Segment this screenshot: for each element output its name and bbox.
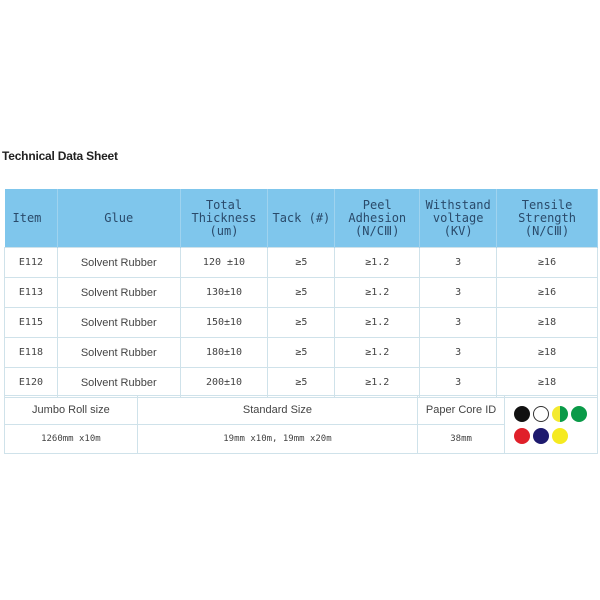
table-row: E120 Solvent Rubber 200±10 ≥5 ≥1.2 3 ≥18 xyxy=(4,367,598,398)
cell-tack: ≥5 xyxy=(267,367,336,398)
cell-voltage: 3 xyxy=(419,247,498,278)
jumbo-roll-label: Jumbo Roll size xyxy=(4,395,138,425)
table-row: E115 Solvent Rubber 150±10 ≥5 ≥1.2 3 ≥18 xyxy=(4,307,598,338)
size-value-row: 1260mm x10m 19mm x10m, 19mm x20m 38mm xyxy=(4,424,598,454)
table-row: E113 Solvent Rubber 130±10 ≥5 ≥1.2 3 ≥16 xyxy=(4,277,598,308)
paper-core-value: 38mm xyxy=(417,424,506,454)
cell-thickness: 180±10 xyxy=(179,337,269,368)
page-title: Technical Data Sheet xyxy=(2,149,118,163)
cell-glue: Solvent Rubber xyxy=(56,307,181,338)
size-header-row: Jumbo Roll size Standard Size Paper Core… xyxy=(4,395,598,454)
color-dot-yellow xyxy=(552,427,569,444)
cell-tensile: ≥18 xyxy=(496,307,598,338)
header-tack: Tack (#) xyxy=(267,189,336,248)
cell-peel: ≥1.2 xyxy=(334,277,421,308)
standard-size-value: 19mm x10m, 19mm x20m xyxy=(136,424,419,454)
color-dot-red xyxy=(514,427,531,444)
color-dot-navy xyxy=(533,427,550,444)
paper-core-label: Paper Core ID xyxy=(417,395,506,425)
table-row: E118 Solvent Rubber 180±10 ≥5 ≥1.2 3 ≥18 xyxy=(4,337,598,368)
cell-peel: ≥1.2 xyxy=(334,367,421,398)
cell-tensile: ≥18 xyxy=(496,337,598,368)
table-row: E112 Solvent Rubber 120 ±10 ≥5 ≥1.2 3 ≥16 xyxy=(4,247,598,278)
color-dot-black xyxy=(514,405,531,422)
cell-tack: ≥5 xyxy=(267,337,336,368)
header-peel: Peel Adhesion (N/CⅢ) xyxy=(334,189,421,248)
cell-item: E115 xyxy=(4,307,58,338)
cell-thickness: 200±10 xyxy=(179,367,269,398)
cell-glue: Solvent Rubber xyxy=(56,247,181,278)
cell-voltage: 3 xyxy=(419,277,498,308)
cell-peel: ≥1.2 xyxy=(334,337,421,368)
core-colors xyxy=(504,395,598,454)
header-voltage: Withstand voltage (KV) xyxy=(419,189,498,248)
cell-peel: ≥1.2 xyxy=(334,307,421,338)
cell-glue: Solvent Rubber xyxy=(56,367,181,398)
cell-tensile: ≥18 xyxy=(496,367,598,398)
technical-data-table: Item Glue Total Thickness (um) Tack (#) … xyxy=(4,189,598,398)
cell-item: E113 xyxy=(4,277,58,308)
cell-tensile: ≥16 xyxy=(496,277,598,308)
standard-size-label: Standard Size xyxy=(136,395,419,425)
header-row: Item Glue Total Thickness (um) Tack (#) … xyxy=(4,189,598,248)
header-glue: Glue xyxy=(57,189,181,248)
cell-item: E120 xyxy=(4,367,58,398)
cell-item: E112 xyxy=(4,247,58,278)
color-dot-white xyxy=(533,405,550,422)
cell-thickness: 150±10 xyxy=(179,307,269,338)
cell-glue: Solvent Rubber xyxy=(56,277,181,308)
cell-tensile: ≥16 xyxy=(496,247,598,278)
jumbo-roll-value: 1260mm x10m xyxy=(4,424,138,454)
cell-voltage: 3 xyxy=(419,367,498,398)
header-item: Item xyxy=(4,189,58,248)
cell-voltage: 3 xyxy=(419,337,498,368)
cell-voltage: 3 xyxy=(419,307,498,338)
cell-tack: ≥5 xyxy=(267,247,336,278)
size-table: Jumbo Roll size Standard Size Paper Core… xyxy=(4,395,598,454)
cell-glue: Solvent Rubber xyxy=(56,337,181,368)
color-dot-green xyxy=(571,405,588,422)
cell-thickness: 130±10 xyxy=(179,277,269,308)
color-dot-yellow-green xyxy=(552,405,569,422)
cell-item: E118 xyxy=(4,337,58,368)
cell-thickness: 120 ±10 xyxy=(179,247,269,278)
cell-tack: ≥5 xyxy=(267,277,336,308)
cell-tack: ≥5 xyxy=(267,307,336,338)
header-thickness: Total Thickness (um) xyxy=(180,189,269,248)
header-tensile: Tensile Strength (N/CⅢ) xyxy=(496,189,598,248)
cell-peel: ≥1.2 xyxy=(334,247,421,278)
